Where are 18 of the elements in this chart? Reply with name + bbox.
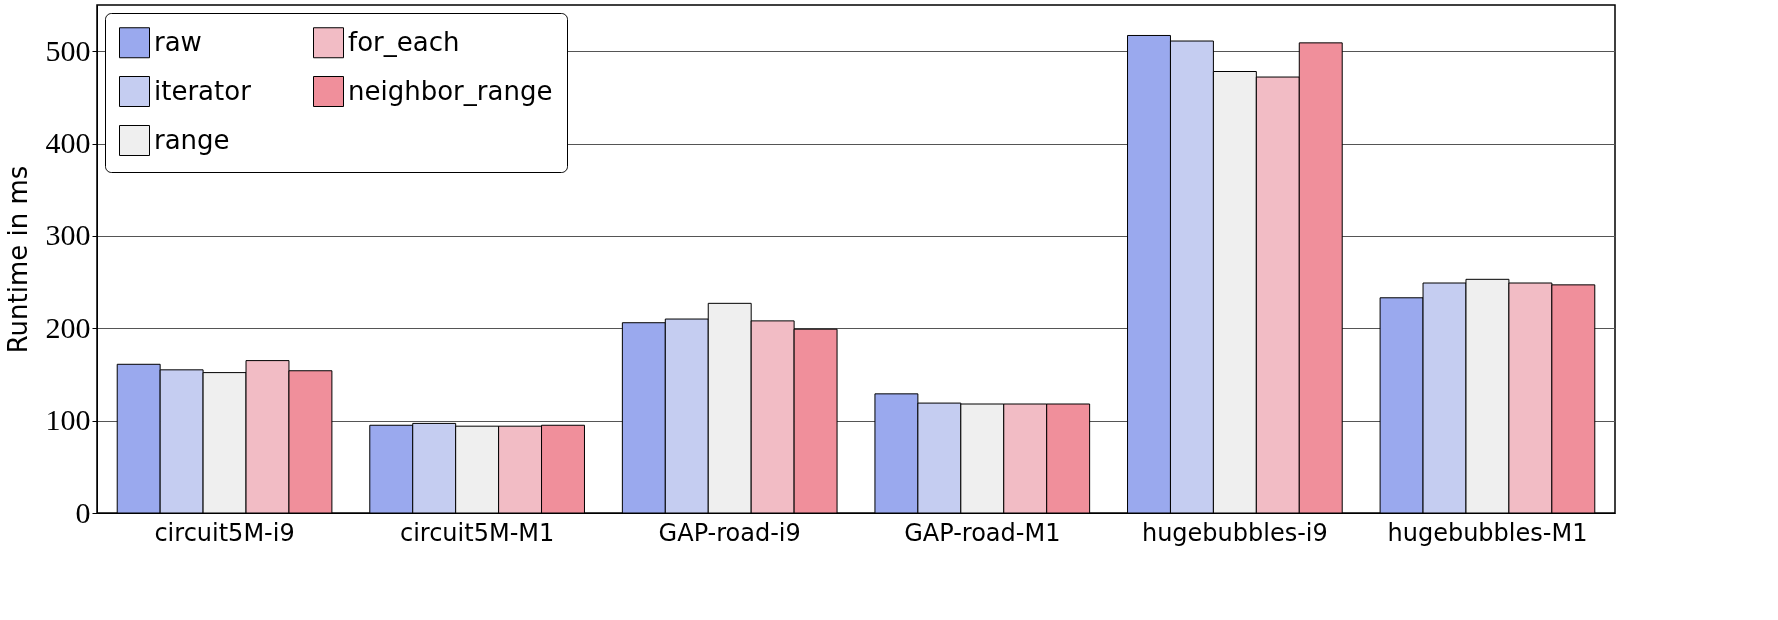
y-tick-label: 0 [75,495,91,529]
y-tick-label: 100 [45,403,91,437]
y-tick-label: 500 [45,33,91,67]
y-tick-label: 400 [45,126,91,160]
y-axis-title: Runtime in ms [2,165,33,354]
legend-label: for_each [348,26,460,57]
x-tick-label: GAP-road-M1 [904,518,1061,547]
legend-label: range [154,124,230,155]
x-tick-label: circuit5M-i9 [154,518,295,547]
y-tick-label: 300 [45,218,91,252]
x-tick-label: hugebubbles-M1 [1387,518,1588,547]
x-tick-label: GAP-road-i9 [658,518,801,547]
x-tick-label: circuit5M-M1 [399,518,555,547]
y-tick-label: 200 [45,310,91,344]
legend-label: iterator [154,75,252,106]
x-tick-label: hugebubbles-i9 [1141,518,1328,547]
legend-label: neighbor_range [348,75,553,106]
legend-label: raw [154,26,202,57]
